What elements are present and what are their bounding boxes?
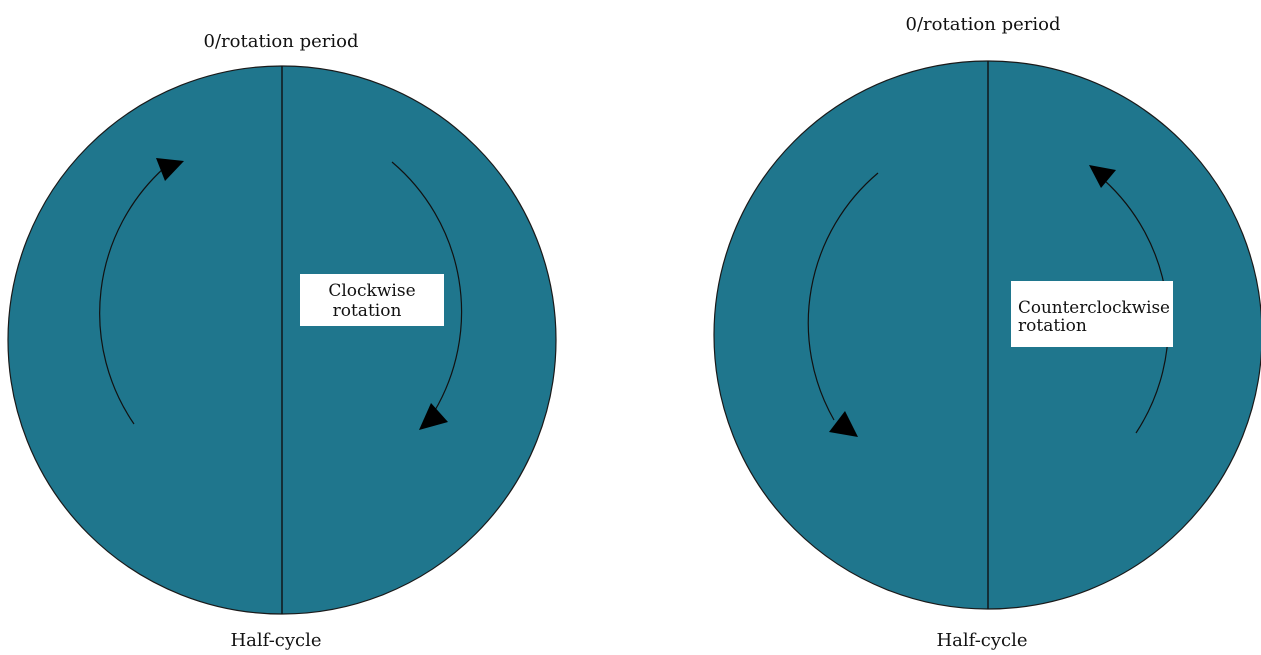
- left-disc-arrow-right-arc: [391, 161, 463, 413]
- right-disc-label-box: [1011, 281, 1173, 347]
- right-disc-arrowhead-left: [829, 411, 858, 437]
- left-disc-box-line2: rotation: [333, 301, 402, 321]
- right-disc-arrow-left-arc: [807, 172, 879, 421]
- left-disc-top-label: 0/rotation period: [204, 31, 359, 52]
- right-disc-bottom-label: Half-cycle: [936, 630, 1027, 651]
- left-disc-group: Clockwise rotation 0/rotation period Hal…: [7, 31, 557, 651]
- left-disc-bottom-label: Half-cycle: [230, 630, 321, 651]
- right-disc-arrowhead-right: [1089, 165, 1116, 188]
- left-disc-box-line1: Clockwise: [328, 281, 415, 301]
- right-disc-group: Counterclockwise rotation 0/rotation per…: [713, 14, 1261, 651]
- right-disc-box-line2: rotation: [1018, 316, 1087, 336]
- left-disc-arrowhead-right: [419, 403, 448, 430]
- left-disc-arrowhead-left: [156, 158, 184, 181]
- left-disc-label-box: [300, 274, 444, 326]
- right-disc-box-line1: Counterclockwise: [1018, 298, 1170, 318]
- right-disc-top-label: 0/rotation period: [906, 14, 1061, 35]
- left-disc-arrow-left-arc: [99, 167, 165, 425]
